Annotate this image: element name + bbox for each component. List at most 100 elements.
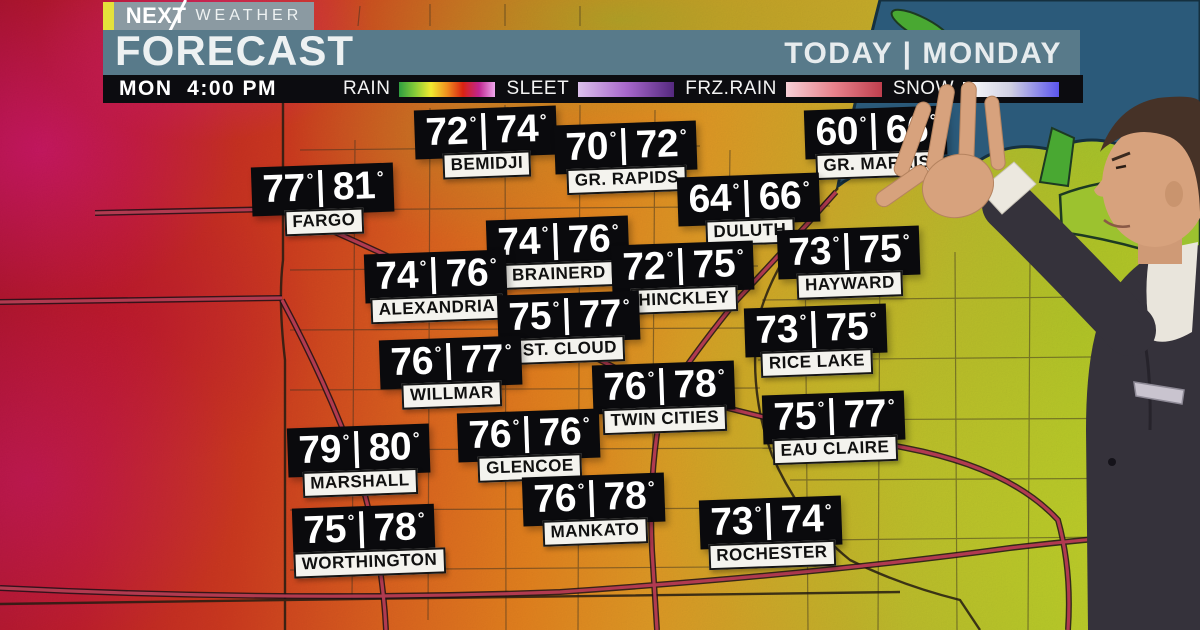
legend-item: SLEET [506, 78, 675, 100]
today-temp: 77 [261, 166, 306, 212]
degree-symbol: ° [541, 223, 549, 243]
monday-temp: 66 [758, 174, 802, 219]
city-name-tag: MANKATO [542, 517, 648, 547]
degree-symbol: ° [647, 368, 655, 388]
degree-symbol: ° [342, 431, 350, 451]
legend-item-label: SLEET [506, 78, 570, 99]
degree-symbol: ° [717, 365, 725, 386]
degree-symbol: ° [552, 298, 560, 318]
degree-symbol: ° [929, 110, 937, 131]
degree-symbol: ° [799, 311, 807, 331]
monday-temp: 77 [578, 292, 622, 337]
degree-symbol: ° [306, 170, 314, 190]
temp-divider [621, 128, 627, 166]
degree-symbol: ° [582, 413, 590, 434]
legend-item: FRZ.RAIN [685, 78, 882, 100]
monday-temp: 78 [603, 474, 647, 519]
temp-divider [553, 223, 559, 261]
city-forecast-label: 74 ° 76 ° ALEXANDRIA [363, 249, 509, 325]
city-name-tag: MARSHALL [301, 467, 419, 498]
temp-divider [524, 416, 530, 454]
legend-gradient-swatch [785, 81, 882, 97]
monday-temp: 74 [780, 497, 824, 542]
degree-symbol: ° [859, 113, 867, 133]
title-bar: FORECAST TODAY | MONDAY [103, 29, 1080, 75]
today-temp: 76 [602, 364, 647, 410]
logo-accent-tab [103, 2, 114, 30]
degree-symbol: ° [347, 511, 355, 531]
city-name-tag: WILLMAR [401, 380, 503, 410]
today-temp: 79 [297, 427, 342, 473]
temp-divider [446, 343, 452, 381]
legend-gradient-swatch [963, 81, 1059, 97]
monday-temp: 75 [825, 305, 869, 350]
today-temp: 75 [302, 507, 347, 553]
today-temp: 76 [389, 339, 434, 385]
today-temp: 72 [621, 244, 666, 290]
legend-gradient-swatch [578, 81, 675, 97]
city-forecast-label: 75 ° 78 ° WORTHINGTON [291, 503, 446, 579]
temp-divider [766, 503, 772, 541]
temp-divider [659, 368, 665, 406]
temp-divider [829, 398, 835, 436]
today-temp: 73 [709, 499, 754, 545]
city-forecast-label: 72 ° 74 ° BEMIDJI [413, 105, 559, 181]
temp-divider [431, 257, 437, 295]
monday-temp: 77 [460, 337, 504, 382]
legend-gradient-swatch [399, 81, 496, 97]
degree-symbol: ° [577, 480, 585, 500]
precip-legend: RAIN SLEET FRZ.RAIN SNOW [343, 78, 1059, 100]
degree-symbol: ° [732, 180, 740, 200]
degree-symbol: ° [489, 254, 497, 275]
temp-divider [481, 113, 487, 151]
today-temp: 76 [532, 476, 577, 522]
city-forecast-label: 73 ° 75 ° RICE LAKE [743, 303, 889, 379]
city-name-tag: ROCHESTER [707, 539, 836, 571]
temp-divider [318, 170, 324, 208]
city-forecast-label: 77 ° 81 ° FARGO [250, 162, 396, 238]
degree-symbol: ° [609, 128, 617, 148]
brand-logo: NEXT WEATHER [114, 2, 314, 30]
temp-divider [811, 311, 817, 349]
temp-divider [678, 248, 684, 286]
city-forecast-label: 76 ° 78 ° TWIN CITIES [591, 360, 737, 436]
degree-symbol: ° [622, 295, 630, 316]
monday-temp: 81 [332, 164, 376, 209]
degree-symbol: ° [736, 245, 744, 266]
degree-symbol: ° [469, 113, 477, 133]
legend-item-label: RAIN [343, 78, 391, 99]
valid-time-label: MON 4:00 PM [119, 77, 278, 100]
temp-divider [354, 431, 360, 469]
monday-temp: 78 [373, 505, 417, 550]
degree-symbol: ° [802, 177, 810, 198]
degree-symbol: ° [539, 110, 547, 131]
city-forecast-label: 74 ° 76 ° BRAINERD [485, 215, 631, 291]
city-name-tag: BRAINERD [503, 260, 615, 290]
degree-symbol: ° [512, 416, 520, 436]
city-name-tag: BEMIDJI [442, 150, 532, 180]
degree-symbol: ° [887, 395, 895, 416]
city-name-tag: ALEXANDRIA [370, 293, 504, 325]
city-forecast-label: 79 ° 80 ° MARSHALL [286, 423, 432, 499]
degree-symbol: ° [434, 343, 442, 363]
degree-symbol: ° [754, 503, 762, 523]
city-forecast-label: 76 ° 77 ° WILLMAR [378, 335, 524, 411]
temp-divider [871, 113, 877, 151]
city-name-tag: RICE LAKE [760, 348, 874, 378]
city-name-tag: ST. CLOUD [514, 335, 626, 365]
city-forecast-label: 73 ° 75 ° HAYWARD [776, 225, 922, 301]
monday-temp: 78 [673, 362, 717, 407]
today-temp: 76 [467, 412, 512, 458]
today-temp: 60 [814, 109, 859, 155]
brand-weather-wordmark: WEATHER [195, 7, 303, 24]
city-name-tag: HINCKLEY [630, 285, 738, 315]
monday-temp: 75 [692, 242, 736, 287]
today-temp: 73 [754, 307, 799, 353]
today-temp: 72 [424, 109, 469, 155]
day-range-label: TODAY | MONDAY [784, 36, 1062, 70]
monday-temp: 76 [538, 410, 582, 455]
degree-symbol: ° [412, 428, 420, 449]
city-forecast-label: 75 ° 77 ° EAU CLAIRE [761, 390, 907, 466]
